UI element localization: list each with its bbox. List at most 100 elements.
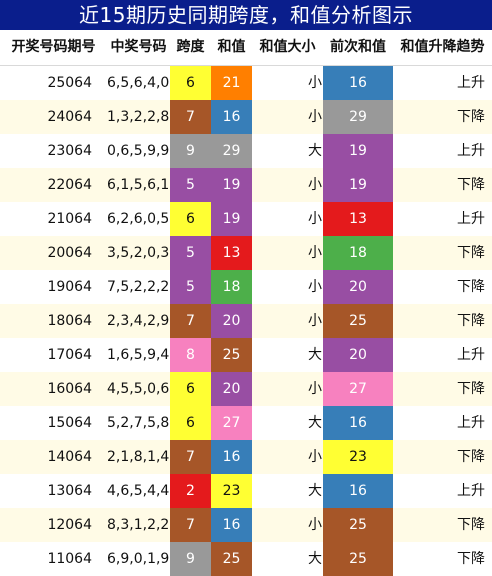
table-header: 开奖号码期号 中奖号码 跨度 和值 和值大小 前次和值 和值升降趋势 — [0, 30, 492, 66]
period-cell: 15064 — [47, 415, 92, 431]
table-row: 11064 6,9,0,1,9 9 25 大 25 下降 — [0, 542, 492, 576]
header-span: 跨度 — [176, 39, 205, 55]
table-row: 22064 6,1,5,6,1 5 19 小 19 下降 — [0, 168, 492, 202]
sum-size-cell: 小 — [308, 449, 322, 465]
prev-sum-cell: 16 — [323, 406, 393, 440]
numbers-cell: 2,3,4,2,9 — [107, 313, 170, 329]
period-cell: 23064 — [47, 143, 92, 159]
numbers-cell: 6,2,6,0,5 — [107, 211, 170, 227]
prev-sum-cell: 16 — [323, 66, 393, 100]
numbers-cell: 2,1,8,1,4 — [107, 449, 170, 465]
trend-cell: 下降 — [457, 449, 485, 465]
table-row: 20064 3,5,2,0,3 5 13 小 18 下降 — [0, 236, 492, 270]
sum-cell: 19 — [211, 168, 252, 202]
table-row: 21064 6,2,6,0,5 6 19 小 13 上升 — [0, 202, 492, 236]
table-row: 18064 2,3,4,2,9 7 20 小 25 下降 — [0, 304, 492, 338]
prev-sum-cell: 23 — [323, 440, 393, 474]
span-cell: 2 — [170, 474, 211, 508]
period-cell: 22064 — [47, 177, 92, 193]
header-numbers: 中奖号码 — [110, 39, 167, 55]
span-cell: 9 — [170, 542, 211, 576]
trend-cell: 上升 — [457, 347, 485, 363]
prev-sum-cell: 20 — [323, 270, 393, 304]
numbers-cell: 7,5,2,2,2 — [107, 279, 170, 295]
trend-cell: 下降 — [457, 517, 485, 533]
table-row: 16064 4,5,5,0,6 6 20 小 27 下降 — [0, 372, 492, 406]
sum-size-cell: 小 — [308, 109, 322, 125]
table-row: 13064 4,6,5,4,4 2 23 大 16 上升 — [0, 474, 492, 508]
span-cell: 5 — [170, 168, 211, 202]
span-cell: 6 — [170, 372, 211, 406]
trend-cell: 上升 — [457, 211, 485, 227]
prev-sum-cell: 19 — [323, 134, 393, 168]
table-row: 23064 0,6,5,9,9 9 29 大 19 上升 — [0, 134, 492, 168]
span-cell: 7 — [170, 440, 211, 474]
sum-cell: 13 — [211, 236, 252, 270]
trend-cell: 上升 — [457, 415, 485, 431]
period-cell: 20064 — [47, 245, 92, 261]
span-cell: 9 — [170, 134, 211, 168]
prev-sum-cell: 29 — [323, 100, 393, 134]
numbers-cell: 4,6,5,4,4 — [107, 483, 170, 499]
span-cell: 8 — [170, 338, 211, 372]
trend-cell: 上升 — [457, 143, 485, 159]
trend-cell: 下降 — [457, 381, 485, 397]
header-sum-size: 和值大小 — [259, 39, 316, 55]
numbers-cell: 6,9,0,1,9 — [107, 551, 170, 567]
sum-size-cell: 小 — [308, 177, 322, 193]
period-cell: 11064 — [47, 551, 92, 567]
table-row: 19064 7,5,2,2,2 5 18 小 20 下降 — [0, 270, 492, 304]
trend-cell: 上升 — [457, 483, 485, 499]
numbers-cell: 4,5,5,0,6 — [107, 381, 170, 397]
sum-size-cell: 小 — [308, 517, 322, 533]
numbers-cell: 1,6,5,9,4 — [107, 347, 170, 363]
table-row: 12064 8,3,1,2,2 7 16 小 25 下降 — [0, 508, 492, 542]
trend-cell: 下降 — [457, 245, 485, 261]
span-cell: 6 — [170, 406, 211, 440]
sum-cell: 23 — [211, 474, 252, 508]
header-prev-sum: 前次和值 — [330, 39, 386, 55]
prev-sum-cell: 18 — [323, 236, 393, 270]
table-row: 24064 1,3,2,2,8 7 16 小 29 下降 — [0, 100, 492, 134]
sum-size-cell: 小 — [308, 245, 322, 261]
prev-sum-cell: 16 — [323, 474, 393, 508]
sum-size-cell: 小 — [308, 279, 322, 295]
table-row: 15064 5,2,7,5,8 6 27 大 16 上升 — [0, 406, 492, 440]
span-cell: 5 — [170, 236, 211, 270]
table-row: 17064 1,6,5,9,4 8 25 大 20 上升 — [0, 338, 492, 372]
sum-cell: 25 — [211, 542, 252, 576]
sum-size-cell: 小 — [308, 381, 322, 397]
prev-sum-cell: 25 — [323, 304, 393, 338]
sum-size-cell: 小 — [308, 75, 322, 91]
sum-size-cell: 大 — [308, 415, 322, 431]
numbers-cell: 8,3,1,2,2 — [107, 517, 170, 533]
header-sum: 和值 — [217, 39, 246, 55]
sum-cell: 19 — [211, 202, 252, 236]
numbers-cell: 3,5,2,0,3 — [107, 245, 170, 261]
numbers-cell: 6,1,5,6,1 — [107, 177, 170, 193]
sum-cell: 16 — [211, 508, 252, 542]
period-cell: 21064 — [47, 211, 92, 227]
prev-sum-cell: 13 — [323, 202, 393, 236]
span-cell: 5 — [170, 270, 211, 304]
period-cell: 19064 — [47, 279, 92, 295]
sum-cell: 27 — [211, 406, 252, 440]
period-cell: 13064 — [47, 483, 92, 499]
period-cell: 24064 — [47, 109, 92, 125]
table-body: 25064 6,5,6,4,0 6 21 小 16 上升 24064 1,3,2,2,8 7 16 小… — [0, 66, 492, 576]
span-cell: 6 — [170, 66, 211, 100]
numbers-cell: 1,3,2,2,8 — [107, 109, 170, 125]
period-cell: 25064 — [47, 75, 92, 91]
sum-cell: 20 — [211, 304, 252, 338]
header-period: 开奖号码期号 — [11, 39, 96, 55]
sum-size-cell: 大 — [308, 551, 322, 567]
sum-cell: 20 — [211, 372, 252, 406]
period-cell: 18064 — [47, 313, 92, 329]
sum-cell: 25 — [211, 338, 252, 372]
period-cell: 16064 — [47, 381, 92, 397]
table-row: 25064 6,5,6,4,0 6 21 小 16 上升 — [0, 66, 492, 100]
span-cell: 7 — [170, 100, 211, 134]
prev-sum-cell: 25 — [323, 508, 393, 542]
sum-size-cell: 大 — [308, 143, 322, 159]
trend-cell: 下降 — [457, 279, 485, 295]
